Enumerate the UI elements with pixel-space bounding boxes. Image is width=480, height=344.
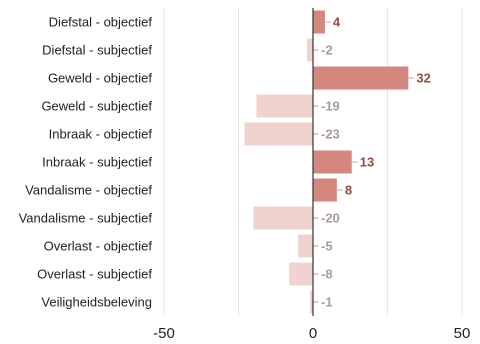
category-label: Overlast - subjectief bbox=[37, 267, 152, 282]
bar bbox=[313, 66, 409, 90]
x-tick-label: -50 bbox=[153, 325, 175, 342]
value-label: -5 bbox=[321, 239, 333, 254]
category-label: Diefstal - objectief bbox=[49, 15, 153, 30]
value-label: 4 bbox=[333, 15, 341, 30]
bar bbox=[313, 178, 337, 202]
category-label: Vandalisme - subjectief bbox=[19, 211, 153, 226]
value-label: -20 bbox=[321, 211, 340, 226]
bar bbox=[307, 38, 313, 62]
bar bbox=[313, 10, 325, 34]
value-label: 8 bbox=[345, 183, 352, 198]
category-label: Overlast - objectief bbox=[44, 239, 153, 254]
category-label: Geweld - subjectief bbox=[41, 99, 152, 114]
bar bbox=[289, 262, 313, 286]
bar bbox=[256, 94, 313, 118]
value-label: -2 bbox=[321, 43, 333, 58]
category-label: Veiligheidsbeleving bbox=[41, 295, 152, 310]
x-tick-label: 0 bbox=[309, 325, 317, 342]
value-label: 32 bbox=[416, 71, 430, 86]
bar bbox=[298, 234, 313, 258]
value-label: -19 bbox=[321, 99, 340, 114]
x-tick-label: 50 bbox=[454, 325, 471, 342]
bar bbox=[253, 206, 313, 230]
category-label: Vandalisme - objectief bbox=[25, 183, 152, 198]
value-label: -1 bbox=[321, 295, 333, 310]
category-label: Geweld - objectief bbox=[48, 71, 152, 86]
value-label: -23 bbox=[321, 127, 340, 142]
category-label: Diefstal - subjectief bbox=[42, 43, 152, 58]
bar bbox=[244, 122, 313, 146]
bar bbox=[310, 290, 313, 314]
bar bbox=[313, 150, 352, 174]
category-label: Inbraak - objectief bbox=[49, 127, 153, 142]
value-label: -8 bbox=[321, 267, 333, 282]
category-label: Inbraak - subjectief bbox=[42, 155, 152, 170]
value-label: 13 bbox=[360, 155, 374, 170]
